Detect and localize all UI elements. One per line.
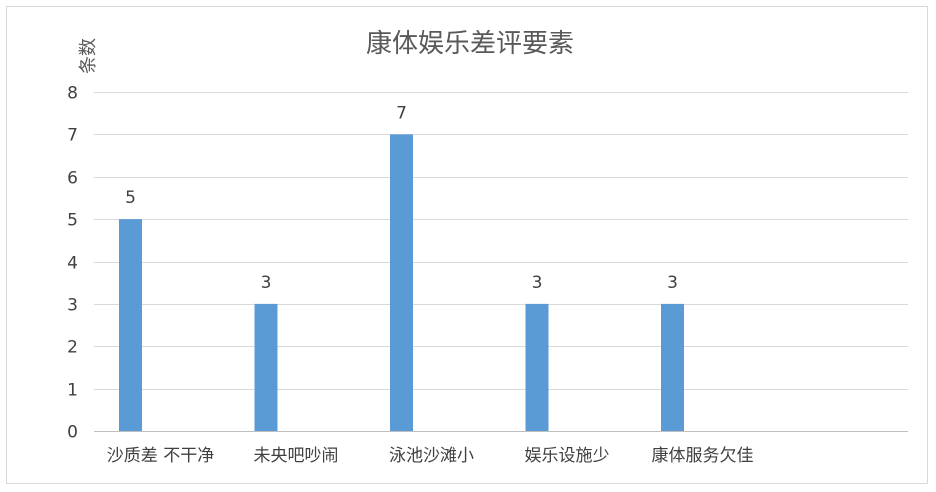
y-axis-label: 条数 [78, 38, 99, 74]
chart-title: 康体娱乐差评要素 [366, 29, 574, 59]
bar [525, 303, 549, 431]
data-labels: 5 3 7 3 3 [125, 103, 678, 293]
grid-layer [94, 92, 908, 432]
bar [254, 303, 278, 431]
y-tick-label: 2 [67, 338, 78, 358]
x-category-label: 沙质差 不干净 [107, 446, 214, 466]
bar-value-label: 7 [396, 103, 407, 123]
bar [390, 134, 413, 431]
y-tick-label: 0 [67, 423, 78, 443]
y-tick-label: 4 [67, 254, 78, 274]
x-axis-categories: 沙质差 不干净 未央吧吵闹 泳池沙滩小 娱乐设施少 康体服务欠佳 [107, 446, 754, 466]
y-tick-label: 7 [67, 126, 78, 146]
y-tick-label: 8 [67, 84, 78, 104]
bar [119, 219, 142, 431]
y-tick-label: 5 [67, 211, 78, 231]
bar-value-label: 3 [261, 273, 272, 293]
x-category-label: 娱乐设施少 [525, 446, 610, 466]
y-tick-label: 1 [67, 381, 78, 401]
bar-value-label: 3 [532, 273, 543, 293]
bar-value-label: 5 [125, 188, 136, 208]
x-category-label: 泳池沙滩小 [389, 446, 474, 466]
bar [661, 303, 684, 431]
x-category-label: 康体服务欠佳 [652, 446, 754, 466]
y-axis-ticks: 0 1 2 3 4 5 6 7 8 [67, 84, 78, 443]
bar-value-label: 3 [667, 273, 678, 293]
bars [119, 134, 684, 431]
y-tick-label: 3 [67, 296, 78, 316]
x-category-label: 未央吧吵闹 [254, 446, 339, 466]
y-tick-label: 6 [67, 169, 78, 189]
chart-frame [6, 6, 928, 484]
